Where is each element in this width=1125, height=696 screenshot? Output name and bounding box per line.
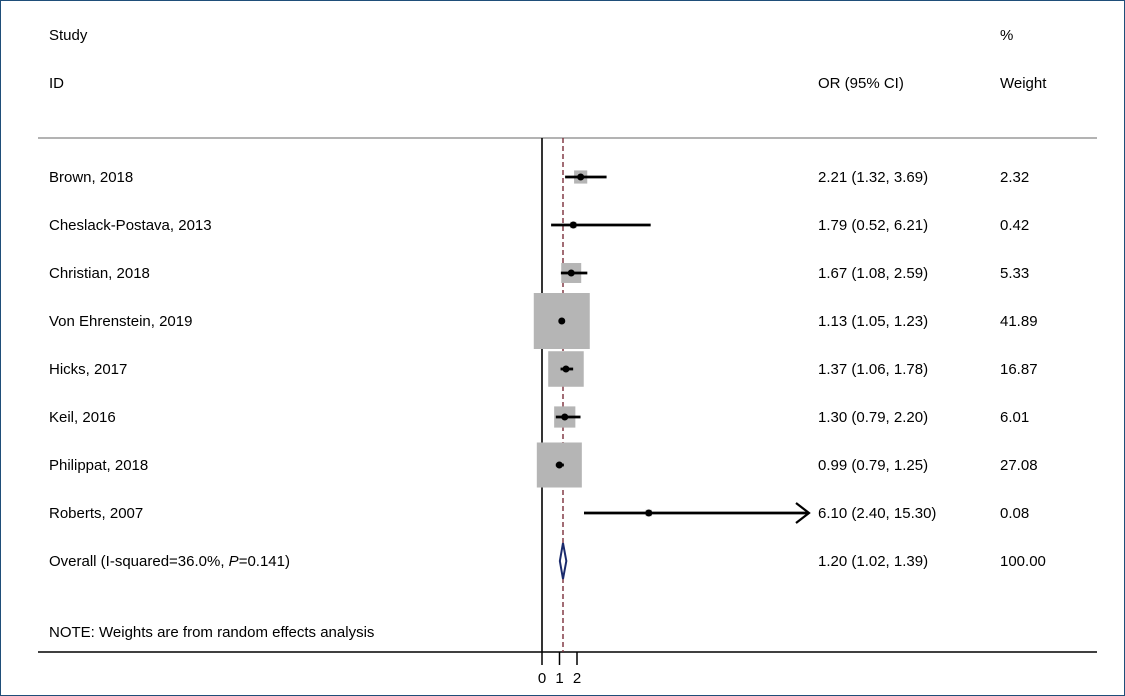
study-point-estimate: [555, 461, 563, 469]
study-or-ci: 1.67 (1.08, 2.59): [818, 265, 928, 282]
study-or-ci: 1.30 (0.79, 2.20): [818, 409, 928, 426]
study-weight: 6.01: [1000, 409, 1029, 426]
study-label: Hicks, 2017: [49, 361, 127, 378]
overall-weight: 100.00: [1000, 553, 1046, 570]
study-point-estimate: [645, 509, 653, 517]
study-row: Brown, 2018 2.21 (1.32, 3.69) 2.32: [49, 169, 1029, 186]
study-or-ci: 0.99 (0.79, 1.25): [818, 457, 928, 474]
note-text: NOTE: Weights are from random effects an…: [49, 624, 374, 641]
study-row: Hicks, 2017 1.37 (1.06, 1.78) 16.87: [49, 351, 1038, 387]
study-weight: 0.08: [1000, 505, 1029, 522]
x-tick-label: 2: [573, 670, 581, 687]
study-weight: 41.89: [1000, 313, 1038, 330]
study-or-ci: 2.21 (1.32, 3.69): [818, 169, 928, 186]
x-tick-label: 0: [538, 670, 546, 687]
study-row: Keil, 2016 1.30 (0.79, 2.20) 6.01: [49, 406, 1029, 428]
header-percent: %: [1000, 27, 1013, 44]
overall-row: Overall (I-squared=36.0%, P=0.141) 1.20 (…: [49, 542, 1046, 580]
study-point-estimate: [561, 413, 569, 421]
overall-diamond: [558, 542, 568, 580]
study-label: Roberts, 2007: [49, 505, 143, 522]
study-weight: 2.32: [1000, 169, 1029, 186]
header-study: Study: [49, 27, 88, 44]
study-point-estimate: [577, 173, 585, 181]
study-label: Cheslack-Postava, 2013: [49, 217, 212, 234]
study-ci-arrow: [795, 502, 811, 524]
study-point-estimate: [558, 317, 566, 325]
header-weight: Weight: [1000, 75, 1047, 92]
study-row: Cheslack-Postava, 2013 1.79 (0.52, 6.21) 0…: [49, 217, 1029, 234]
study-or-ci: 1.79 (0.52, 6.21): [818, 217, 928, 234]
study-or-ci: 6.10 (2.40, 15.30): [818, 505, 936, 522]
study-row: Philippat, 2018 0.99 (0.79, 1.25) 27.08: [49, 442, 1038, 488]
study-weight: 0.42: [1000, 217, 1029, 234]
header-or-ci: OR (95% CI): [818, 75, 904, 92]
study-or-ci: 1.37 (1.06, 1.78): [818, 361, 928, 378]
study-or-ci: 1.13 (1.05, 1.23): [818, 313, 928, 330]
study-label: Brown, 2018: [49, 169, 133, 186]
study-label: Christian, 2018: [49, 265, 150, 282]
study-point-estimate: [567, 269, 575, 277]
plot-area: Brown, 2018 2.21 (1.32, 3.69) 2.32 Cheslack…: [49, 138, 1046, 687]
study-weight: 5.33: [1000, 265, 1029, 282]
study-label: Keil, 2016: [49, 409, 116, 426]
overall-or-ci: 1.20 (1.02, 1.39): [818, 553, 928, 570]
study-row: Christian, 2018 1.67 (1.08, 2.59) 5.33: [49, 263, 1029, 283]
x-tick-label: 1: [555, 670, 563, 687]
study-row: Von Ehrenstein, 2019 1.13 (1.05, 1.23) 41.…: [49, 293, 1038, 349]
overall-label: Overall (I-squared=36.0%, P=0.141): [49, 553, 290, 570]
study-weight: 16.87: [1000, 361, 1038, 378]
study-point-estimate: [569, 221, 577, 229]
study-weight: 27.08: [1000, 457, 1038, 474]
header-id: ID: [49, 75, 64, 92]
study-point-estimate: [562, 365, 570, 373]
study-label: Von Ehrenstein, 2019: [49, 313, 192, 330]
study-row: Roberts, 2007 6.10 (2.40, 15.30) 0.08: [49, 502, 1029, 524]
study-label: Philippat, 2018: [49, 457, 148, 474]
